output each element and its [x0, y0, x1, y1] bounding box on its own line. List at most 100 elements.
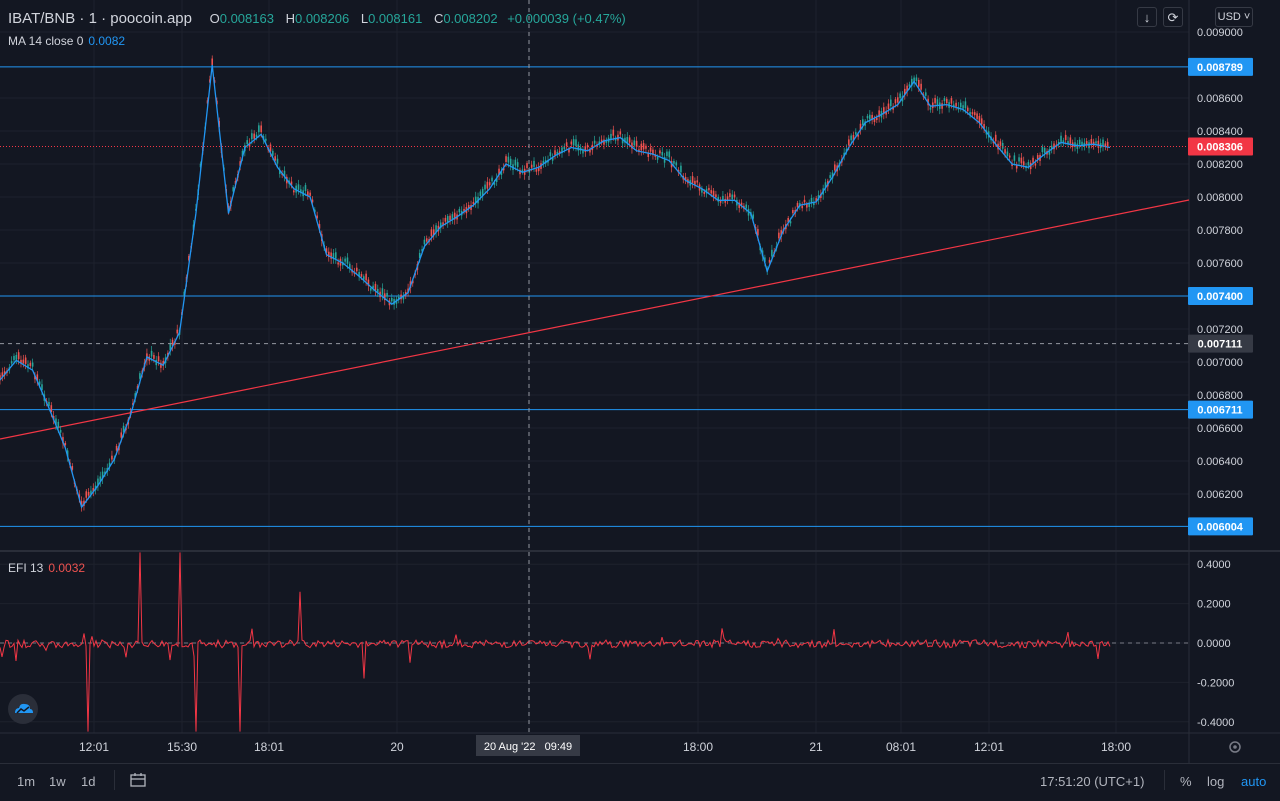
log-toggle[interactable]: log: [1207, 774, 1225, 789]
candle-body: [565, 142, 568, 147]
candle-body: [120, 432, 123, 438]
candle-body: [929, 107, 932, 110]
price-tick-label: 0.006600: [1197, 423, 1243, 435]
interval-1w[interactable]: 1w: [49, 774, 66, 789]
candle-body: [1050, 145, 1053, 150]
candle-body: [514, 159, 517, 166]
candle-body: [899, 93, 901, 99]
candle-body: [1074, 142, 1076, 147]
candle-body: [694, 180, 696, 185]
candle-body: [479, 191, 482, 197]
efi-tick-label: -0.4000: [1197, 717, 1234, 729]
ma-legend[interactable]: MA 14 close 0 0.0082: [8, 34, 125, 48]
hline-price-tag-bg: [1188, 57, 1253, 76]
candle-body: [316, 215, 318, 219]
candle-body: [38, 381, 41, 385]
candle-body: [903, 88, 906, 95]
price-tick-label: 0.008600: [1197, 93, 1243, 105]
candle-body: [668, 151, 671, 158]
price-tick-label: 0.007800: [1197, 225, 1243, 237]
candle-body: [952, 104, 955, 108]
candle-body: [945, 98, 948, 104]
crosshair-price-tag-text: 0.007111: [1198, 339, 1243, 351]
candle-body: [869, 114, 871, 120]
candle-body: [346, 257, 349, 264]
candle-body: [108, 462, 111, 467]
candle-body: [274, 156, 276, 161]
candle-body: [834, 164, 836, 171]
candle-body: [293, 190, 295, 193]
candle-body: [446, 216, 449, 223]
currency-select[interactable]: USD ˅: [1215, 7, 1253, 27]
symbol-name[interactable]: IBAT/BNB · 1 · poocoin.app: [8, 10, 192, 27]
candle-body: [1006, 151, 1009, 157]
candle-body: [505, 156, 507, 162]
crosshair-price-tag-bg: [1188, 334, 1253, 353]
candle-body: [337, 262, 339, 265]
chevron-down-icon: ˅: [1240, 11, 1251, 23]
download-button[interactable]: ↓: [1137, 7, 1157, 27]
candle-body: [551, 157, 554, 161]
candle-body: [155, 360, 158, 366]
candle-body: [533, 160, 535, 167]
candle-body: [980, 118, 983, 125]
candle-body: [411, 280, 414, 284]
candle-body: [87, 491, 90, 496]
candle-body: [600, 139, 603, 143]
candle-body: [358, 272, 360, 277]
candle-body: [554, 150, 556, 155]
candle-body: [1095, 141, 1097, 144]
efi-label: EFI 13: [8, 561, 44, 575]
interval-1m[interactable]: 1m: [17, 774, 36, 789]
candle-body: [593, 140, 596, 144]
candle-body: [810, 197, 813, 203]
candle-body: [139, 373, 141, 379]
candle-body: [484, 184, 486, 190]
candle-body: [509, 158, 512, 166]
chart-canvas[interactable]: 0.009000 0.008600 0.008400 0.008200 0.008000…: [0, 0, 1280, 763]
candle-body: [169, 343, 172, 351]
price-tick-label: 0.008000: [1197, 192, 1243, 204]
candle-body: [1, 372, 4, 377]
candle-body: [502, 168, 505, 171]
candle-body: [806, 203, 808, 208]
hline-price-tag-text: 0.006711: [1197, 405, 1242, 417]
refresh-button[interactable]: ⟳: [1163, 7, 1183, 27]
candle-body: [572, 139, 575, 146]
candle-body: [924, 92, 927, 96]
date-range-icon[interactable]: [130, 772, 146, 791]
candle-body: [498, 168, 500, 175]
efi-line: [0, 552, 1111, 732]
auto-toggle[interactable]: auto: [1241, 774, 1267, 789]
candle-body: [719, 200, 722, 203]
candle-body: [248, 142, 251, 147]
candle-body: [691, 176, 694, 183]
efi-value: 0.0032: [48, 561, 86, 575]
hline-price-tag: 0.007400: [1188, 287, 1253, 305]
crosshair-price-tag: 0.007111: [1188, 334, 1253, 353]
candle-body: [31, 362, 34, 367]
candle-body: [873, 118, 876, 123]
price-tick-label: 0.009000: [1197, 27, 1243, 39]
interval-1d[interactable]: 1d: [81, 774, 96, 789]
candle-body: [778, 232, 780, 239]
candle-body: [913, 77, 915, 83]
candle-body: [309, 192, 311, 196]
hline-price-tag: 0.006004: [1188, 517, 1253, 536]
price-axis: 0.009000 0.008600 0.008400 0.008200 0.008000…: [1197, 27, 1243, 501]
open-value: 0.008163: [219, 11, 274, 26]
candle-body: [29, 362, 32, 366]
tradingview-logo[interactable]: [8, 694, 38, 724]
cloud-icon: [15, 703, 33, 714]
candle-body: [626, 137, 629, 144]
candle-body: [796, 202, 799, 208]
candle-body: [521, 169, 524, 172]
price-tick-label: 0.007600: [1197, 258, 1243, 270]
efi-legend[interactable]: EFI 13 0.0032: [8, 561, 85, 575]
candle-body: [474, 196, 477, 203]
hline-price-tag-bg: [1188, 400, 1253, 419]
candle-body: [803, 199, 806, 203]
settings-gear-icon[interactable]: [1229, 741, 1241, 753]
percent-toggle[interactable]: %: [1180, 774, 1192, 789]
candle-body: [55, 418, 57, 425]
